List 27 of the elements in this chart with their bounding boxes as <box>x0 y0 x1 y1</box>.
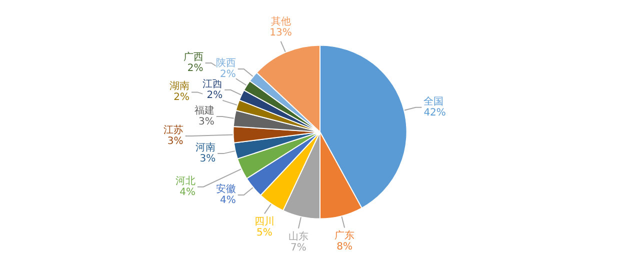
data-label: 2% <box>206 90 223 101</box>
data-label: 8% <box>336 242 353 253</box>
data-label: 2% <box>187 62 204 74</box>
data-label: 3% <box>198 116 214 128</box>
slice-label: 河北 <box>175 174 196 187</box>
data-label: 5% <box>256 228 272 239</box>
slice-label: 陕西 <box>216 57 236 70</box>
slice-label: 河南 <box>196 142 216 154</box>
slice-label: 四川 <box>254 216 274 228</box>
slice-label: 广西 <box>183 50 204 63</box>
slice-label: 广东 <box>334 230 355 242</box>
slice-label: 江苏 <box>163 124 184 136</box>
data-label: 4% <box>180 186 196 198</box>
slice-label: 福建 <box>194 104 214 117</box>
data-label: 7% <box>290 242 306 254</box>
data-label: 13% <box>270 27 292 38</box>
data-label: 42% <box>424 107 446 118</box>
slice-label: 安徽 <box>216 182 236 195</box>
slice-label: 山东 <box>288 230 308 242</box>
data-label: 2% <box>220 69 236 80</box>
data-label: 2% <box>174 92 190 104</box>
slice-label: 湖南 <box>170 80 190 92</box>
data-label: 3% <box>167 136 184 148</box>
slice-label: 其他 <box>270 15 291 28</box>
slice-label: 全国 <box>424 95 444 108</box>
data-label: 3% <box>200 154 216 165</box>
data-label: 4% <box>220 194 236 206</box>
